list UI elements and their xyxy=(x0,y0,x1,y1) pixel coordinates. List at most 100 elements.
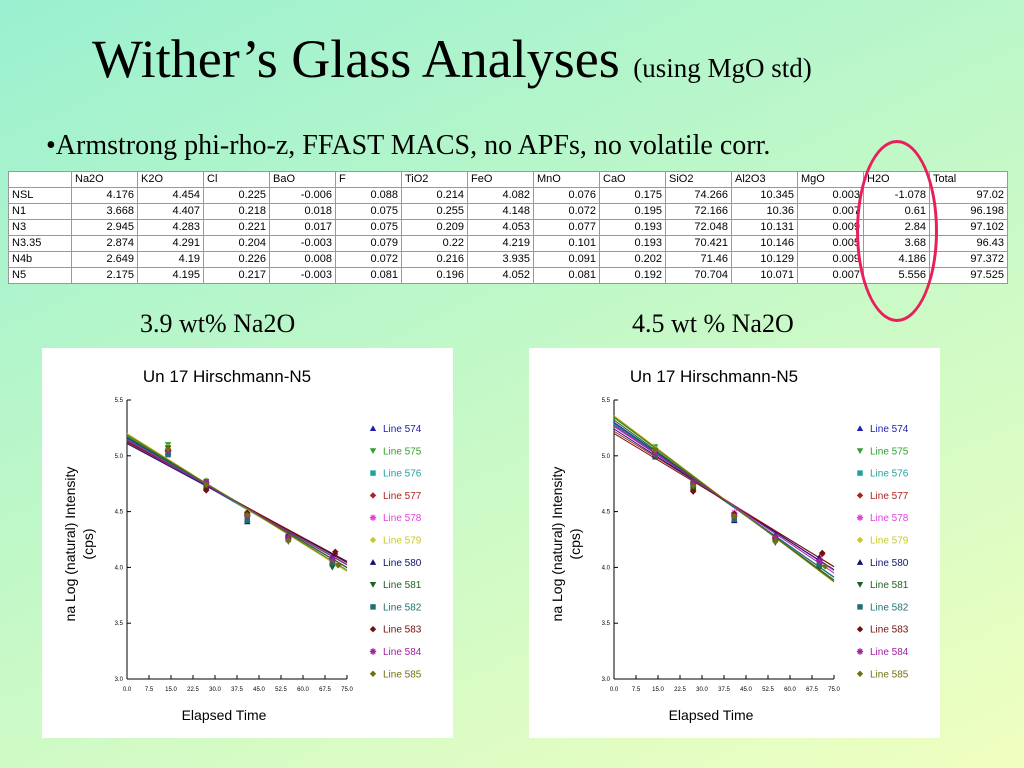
legend-label: Line 584 xyxy=(870,647,909,658)
legend-label: Line 585 xyxy=(383,669,422,680)
table-header: Na2O K2O Cl BaO F TiO2 FeO MnO CaO SiO2 … xyxy=(8,171,1008,188)
legend-label: Line 579 xyxy=(870,536,909,547)
legend-marker xyxy=(369,559,377,565)
legend-marker xyxy=(369,492,377,499)
y-axis-label: na Log (natural) Intensity xyxy=(549,467,565,622)
data-point xyxy=(244,511,251,519)
legend-marker xyxy=(369,448,377,454)
table-cell: 2.945 xyxy=(71,219,138,236)
table-cell: 0.218 xyxy=(203,203,270,220)
data-point xyxy=(652,454,658,460)
data-point xyxy=(651,450,659,457)
header-cell-bao: BaO xyxy=(269,171,336,188)
table-cell: 0.076 xyxy=(533,187,600,204)
x-tick-label: 37.5 xyxy=(718,687,730,693)
table-cell: 4.195 xyxy=(137,267,204,284)
legend-label: Line 577 xyxy=(383,491,422,502)
table-cell: 0.072 xyxy=(533,203,600,220)
table-cell: 4.082 xyxy=(467,187,534,204)
legend-marker xyxy=(369,425,377,432)
header-cell-mgo: MgO xyxy=(797,171,864,188)
table-cell: 3.668 xyxy=(71,203,138,220)
legend-marker xyxy=(857,604,863,610)
header-cell-cl: Cl xyxy=(203,171,270,188)
x-axis-label: Elapsed Time xyxy=(182,707,267,723)
header-cell-na2o: Na2O xyxy=(71,171,138,188)
table-cell: 0.091 xyxy=(533,251,600,268)
row-label: N3 xyxy=(8,219,72,236)
table-cell: 2.649 xyxy=(71,251,138,268)
table-cell: 0.007 xyxy=(797,267,864,284)
x-tick-label: 22.5 xyxy=(187,687,199,693)
y-tick-label: 4.0 xyxy=(602,565,611,571)
title-main: Wither’s Glass Analyses xyxy=(92,29,620,89)
h2o-highlight-oval xyxy=(856,140,938,322)
data-point xyxy=(816,565,823,572)
legend-marker xyxy=(856,648,864,655)
table-cell: 10.36 xyxy=(731,203,798,220)
legend-label: Line 576 xyxy=(870,469,909,480)
header-cell-corner xyxy=(8,171,72,188)
table-cell: 4.454 xyxy=(137,187,204,204)
y-tick-label: 3.5 xyxy=(115,621,124,627)
x-tick-label: 75.0 xyxy=(828,687,840,693)
data-point xyxy=(164,445,172,453)
y-tick-label: 5.0 xyxy=(115,454,124,460)
table-cell: 70.421 xyxy=(665,235,732,252)
y-tick-label: 5.0 xyxy=(602,454,611,460)
legend-marker xyxy=(369,536,377,544)
caption-left: 3.9 wt% Na2O xyxy=(140,309,296,338)
legend-label: Line 585 xyxy=(870,669,909,680)
legend-marker xyxy=(856,670,864,677)
row-label: N4b xyxy=(8,251,72,268)
header-row: Na2O K2O Cl BaO F TiO2 FeO MnO CaO SiO2 … xyxy=(8,171,1008,188)
table-cell: 10.071 xyxy=(731,267,798,284)
table-cell: 0.077 xyxy=(533,219,600,236)
table-row: N3.35 2.874 4.291 0.204 -0.003 0.079 0.2… xyxy=(8,235,1008,252)
table-cell: 0.009 xyxy=(797,251,864,268)
fit-line xyxy=(613,433,835,567)
y-tick-label: 3.0 xyxy=(115,677,124,683)
data-point xyxy=(203,487,210,494)
table-cell: 0.216 xyxy=(401,251,468,268)
header-cell-sio2: SiO2 xyxy=(665,171,732,188)
header-cell-k2o: K2O xyxy=(137,171,204,188)
data-point xyxy=(285,534,292,541)
table-cell: 0.193 xyxy=(599,219,666,236)
table-cell: 2.175 xyxy=(71,267,138,284)
x-tick-label: 7.5 xyxy=(145,687,154,693)
data-point xyxy=(332,548,339,555)
table-cell: 0.192 xyxy=(599,267,666,284)
table-cell: -0.003 xyxy=(269,267,336,284)
x-tick-label: 30.0 xyxy=(696,687,708,693)
x-tick-label: 67.5 xyxy=(806,687,818,693)
table-cell: 97.525 xyxy=(929,267,1008,284)
legend-label: Line 575 xyxy=(870,446,909,457)
table-cell: 0.088 xyxy=(335,187,402,204)
legend-label: Line 583 xyxy=(870,625,909,636)
table-cell: 0.018 xyxy=(269,203,336,220)
data-point xyxy=(244,517,250,524)
header-cell-f: F xyxy=(335,171,402,188)
legend-marker xyxy=(856,626,864,633)
legend-marker xyxy=(369,582,377,588)
x-tick-label: 30.0 xyxy=(209,687,221,693)
data-point xyxy=(822,563,829,570)
table-cell: 2.874 xyxy=(71,235,138,252)
legend-marker xyxy=(369,626,377,633)
data-point xyxy=(816,557,823,564)
x-tick-label: 15.0 xyxy=(652,687,664,693)
table-cell: 0.209 xyxy=(401,219,468,236)
x-tick-label: 67.5 xyxy=(319,687,331,693)
table-cell: 97.372 xyxy=(929,251,1008,268)
table-cell: 0.079 xyxy=(335,235,402,252)
table-cell: 0.009 xyxy=(797,219,864,236)
row-label: NSL xyxy=(8,187,72,204)
table-cell: 0.204 xyxy=(203,235,270,252)
legend-marker xyxy=(370,604,376,610)
data-point xyxy=(651,447,659,454)
x-tick-label: 37.5 xyxy=(231,687,243,693)
table-cell: 4.407 xyxy=(137,203,204,220)
table-cell: 0.193 xyxy=(599,235,666,252)
table-cell: 4.148 xyxy=(467,203,534,220)
